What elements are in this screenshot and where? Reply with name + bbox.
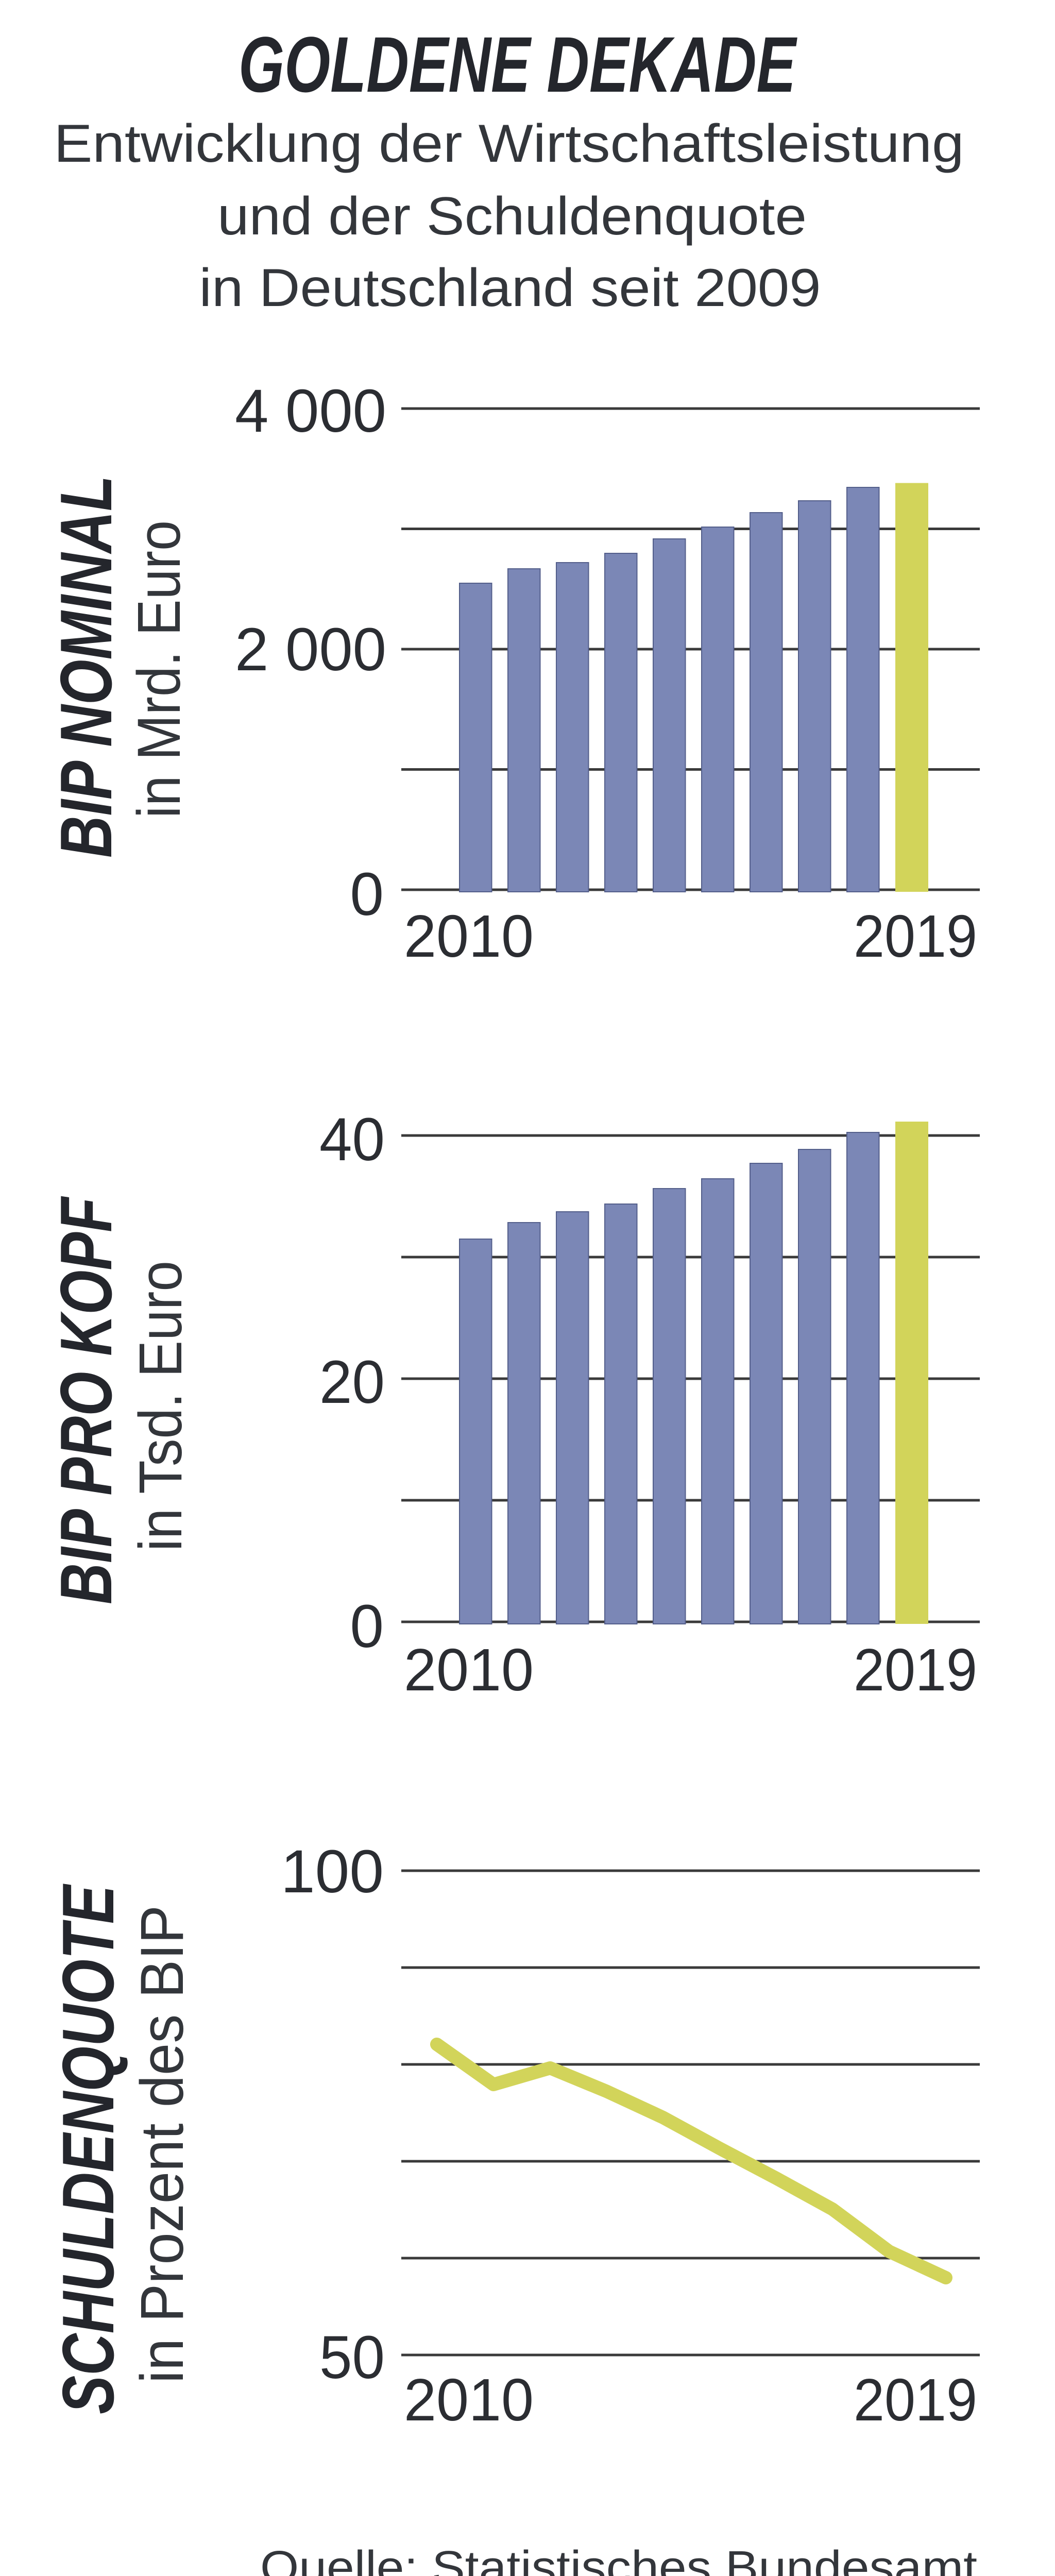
svg-text:100: 100	[281, 1838, 384, 1906]
svg-text:2010: 2010	[404, 903, 534, 970]
svg-text:und der Schuldenquote: und der Schuldenquote	[217, 187, 807, 246]
svg-text:Entwicklung der Wirtschaftslei: Entwicklung der Wirtschaftsleistung	[54, 114, 964, 174]
svg-text:BIP PRO KOPF: BIP PRO KOPF	[45, 1196, 127, 1604]
svg-text:SCHULDENQUOTE: SCHULDENQUOTE	[47, 1884, 129, 2414]
svg-text:2010: 2010	[404, 1636, 534, 1703]
svg-text:50: 50	[319, 2324, 385, 2392]
svg-text:2019: 2019	[854, 1636, 977, 1703]
svg-text:2019: 2019	[854, 2366, 977, 2433]
svg-text:GOLDENE DEKADE: GOLDENE DEKADE	[239, 21, 797, 109]
svg-text:in Deutschland seit 2009: in Deutschland seit 2009	[199, 258, 821, 318]
svg-text:in Tsd. Euro: in Tsd. Euro	[127, 1261, 195, 1551]
svg-text:BIP NOMINAL: BIP NOMINAL	[45, 476, 127, 858]
svg-text:0: 0	[350, 1592, 384, 1660]
svg-text:Quelle: Statistisches Bundesam: Quelle: Statistisches Bundesamt	[260, 2542, 977, 2576]
svg-text:40: 40	[319, 1106, 385, 1174]
svg-text:0: 0	[350, 860, 384, 928]
svg-text:in Prozent des BIP: in Prozent des BIP	[128, 1905, 196, 2383]
svg-text:4 000: 4 000	[235, 377, 386, 445]
svg-text:in Mrd. Euro: in Mrd. Euro	[125, 520, 193, 818]
svg-text:2019: 2019	[854, 903, 977, 970]
svg-text:2010: 2010	[404, 2366, 534, 2433]
svg-text:20: 20	[319, 1348, 385, 1416]
svg-text:2 000: 2 000	[235, 616, 386, 684]
